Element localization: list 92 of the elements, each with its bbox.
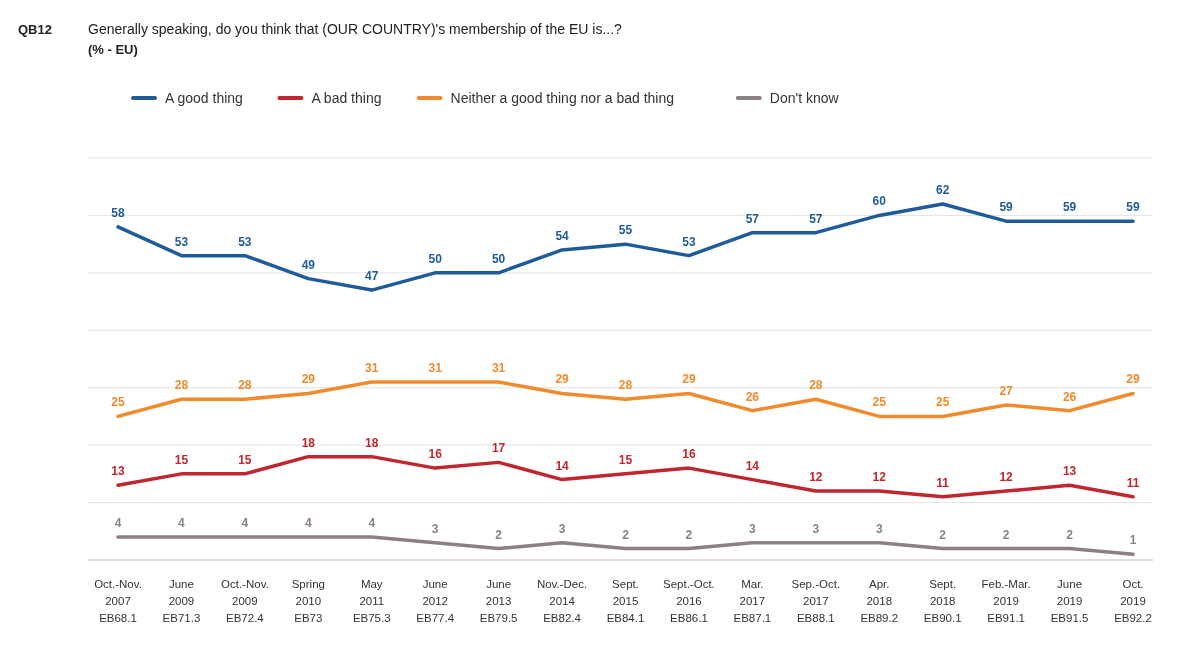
data-label: 29 [555,372,570,387]
data-label: 18 [365,435,379,450]
data-label: 55 [618,223,633,238]
data-label: 29 [682,372,696,387]
legend-label: A bad thing [311,90,382,106]
data-label: 3 [812,521,820,536]
legend-label: A good thing [165,90,243,106]
data-label: 50 [491,251,506,266]
x-tick-label: Oct.-Nov. 2009 EB72.4 [221,578,269,624]
data-label: 3 [749,521,757,536]
data-label: 12 [999,470,1014,485]
data-label: 53 [682,234,696,249]
legend-label: Neither a good thing nor a bad thing [450,90,674,106]
data-label: 13 [1062,464,1077,479]
data-label: 25 [936,395,950,410]
x-tick-label: June 2013 EB79.5 [479,578,518,624]
x-tick-label: June 2009 EB71.3 [162,578,201,624]
data-label: 4 [368,516,376,531]
data-label: 50 [428,251,443,266]
data-label: 53 [238,234,252,249]
data-label: 27 [999,383,1014,398]
data-label: 59 [1062,200,1077,215]
data-label: 31 [365,360,379,375]
data-label: 4 [178,516,186,531]
data-label: 4 [114,516,122,531]
data-label: 47 [365,269,379,284]
data-label: 59 [999,200,1014,215]
data-label: 2 [1002,527,1010,542]
data-label: 3 [431,521,439,536]
x-tick-label: Mar. 2017 EB87.1 [733,578,772,624]
x-tick-label: May 2011 EB75.3 [352,578,391,624]
data-label: 25 [872,395,887,410]
x-tick-label: Sep.-Oct. 2017 EB88.1 [791,578,841,624]
data-label: 62 [936,182,950,197]
x-tick-label: June 2019 EB91.5 [1050,578,1089,624]
x-tick-label: Spring 2010 EB73 [291,578,325,624]
data-label: 31 [428,360,443,375]
data-label: 54 [555,228,570,243]
chart-subtitle: (% - EU) [88,42,138,57]
data-label: 12 [809,470,823,485]
x-tick-label: Feb.-Mar. 2019 EB91.1 [981,578,1031,624]
data-label: 28 [618,378,633,393]
data-label: 4 [304,516,312,531]
x-tick-label: Oct.-Nov. 2007 EB68.1 [94,578,142,624]
data-label: 16 [428,447,443,462]
x-tick-label: Sept. 2015 EB84.1 [606,578,645,624]
data-label: 14 [745,458,760,473]
x-tick-label: Nov.-Dec. 2014 EB82.4 [536,578,588,624]
data-label: 3 [558,521,566,536]
data-label: 28 [174,378,189,393]
data-label: 49 [301,257,316,272]
data-label: 13 [111,464,125,479]
data-label: 17 [491,441,506,456]
x-tick-label: Sept.-Oct. 2016 EB86.1 [663,578,715,624]
data-label: 18 [301,435,316,450]
data-label: 2 [685,527,693,542]
data-label: 28 [809,378,823,393]
legend-label: Don't know [769,90,840,106]
data-label: 3 [875,521,883,536]
data-label: 26 [1062,389,1077,404]
data-label: 26 [745,389,760,404]
data-label: 25 [111,395,125,410]
data-label: 57 [745,211,760,226]
data-label: 15 [238,452,252,467]
data-label: 31 [491,360,506,375]
x-tick-label: Sept. 2018 EB90.1 [923,578,962,624]
data-label: 12 [872,470,887,485]
data-label: 53 [174,234,189,249]
data-label: 60 [872,194,887,209]
data-label: 2 [939,527,947,542]
data-label: 2 [1066,527,1074,542]
data-label: 4 [241,516,249,531]
data-label: 29 [1126,372,1140,387]
x-tick-label: Apr. 2018 EB89.2 [860,578,899,624]
data-label: 2 [622,527,630,542]
data-label: 1 [1129,533,1137,548]
data-label: 14 [555,458,570,473]
data-label: 11 [1126,475,1140,490]
data-label: 59 [1126,200,1140,215]
data-label: 2 [495,527,503,542]
x-tick-label: Oct. 2019 EB92.2 [1114,578,1152,624]
data-label: 28 [238,378,252,393]
x-tick-label: June 2012 EB77.4 [416,578,455,624]
text: QB12 [18,22,52,37]
chart-title: Generally speaking, do you think that (OUR COUNTRY)'s membership of the EU is...? [88,21,623,37]
data-label: 15 [618,452,633,467]
data-label: 15 [174,452,189,467]
data-label: 57 [809,211,823,226]
data-label: 29 [301,372,316,387]
data-label: 16 [682,447,696,462]
data-label: 11 [936,475,950,490]
data-label: 58 [111,205,125,220]
